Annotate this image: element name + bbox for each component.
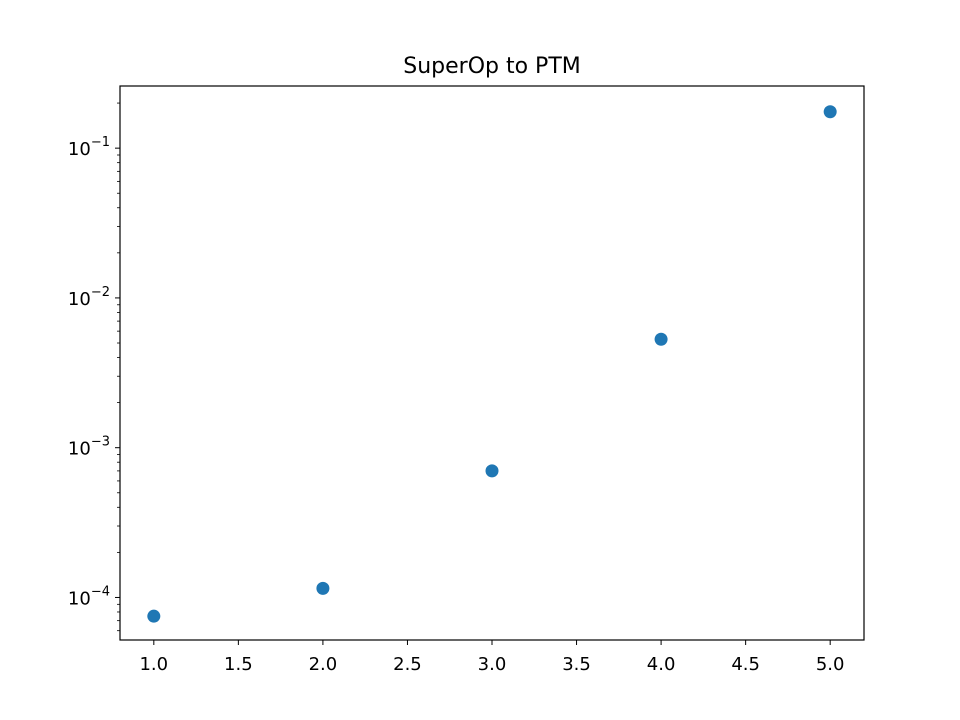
chart-title: SuperOp to PTM — [403, 54, 581, 79]
x-tick-label: 2.0 — [309, 654, 338, 675]
y-tick-label: 10−4 — [68, 584, 110, 609]
data-point — [654, 332, 668, 346]
x-tick-label: 3.5 — [562, 654, 591, 675]
data-point — [147, 609, 161, 623]
x-tick-label: 2.5 — [393, 654, 422, 675]
x-tick-label: 3.0 — [478, 654, 507, 675]
plot-frame — [119, 85, 865, 641]
x-tick-label: 1.0 — [139, 654, 168, 675]
x-tick-label: 1.5 — [224, 654, 253, 675]
x-tick-label: 4.5 — [731, 654, 760, 675]
x-tick-label: 5.0 — [816, 654, 845, 675]
y-tick-label: 10−3 — [68, 435, 110, 460]
data-point — [485, 464, 499, 478]
y-tick-label: 10−2 — [68, 285, 110, 310]
data-point — [316, 581, 330, 595]
data-point — [823, 105, 837, 119]
axes: 1.0 1.5 2.0 2.5 3.0 3.5 4.0 4.5 5.0 10−4 10−3 10−2 1… — [68, 85, 865, 675]
y-tick-label: 10−1 — [68, 135, 110, 160]
x-tick-label: 4.0 — [647, 654, 676, 675]
